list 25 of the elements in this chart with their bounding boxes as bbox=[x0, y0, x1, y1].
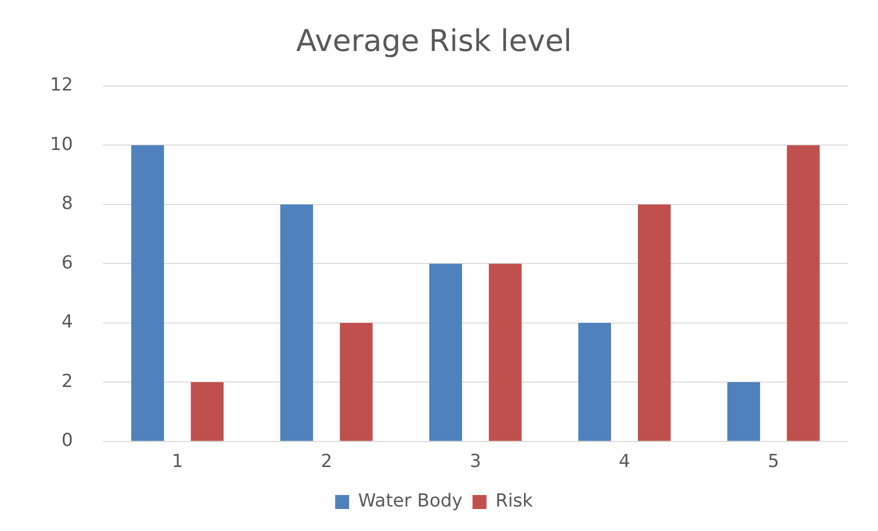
y-tick-label: 10 bbox=[50, 134, 73, 155]
bar bbox=[488, 264, 522, 441]
y-tick-label: 2 bbox=[61, 370, 73, 392]
bar bbox=[280, 204, 314, 441]
bar bbox=[190, 382, 224, 441]
bar bbox=[578, 322, 612, 441]
y-tick-label: 4 bbox=[61, 312, 73, 333]
x-tick-label: 4 bbox=[618, 450, 630, 472]
x-tick-label: 1 bbox=[172, 450, 184, 472]
y-tick-label: 8 bbox=[61, 193, 73, 214]
bar bbox=[786, 145, 820, 441]
y-tick-label: 6 bbox=[61, 252, 73, 274]
bar bbox=[429, 264, 462, 441]
bar bbox=[727, 382, 760, 441]
y-tick-label: 0 bbox=[61, 430, 73, 452]
bar bbox=[131, 145, 164, 441]
chart-title: Average Risk level bbox=[296, 24, 572, 59]
x-tick-label: 3 bbox=[470, 450, 482, 472]
legend-label: Risk bbox=[496, 490, 534, 512]
bar bbox=[340, 322, 373, 441]
legend-label: Water Body bbox=[358, 490, 463, 512]
bar bbox=[638, 204, 671, 441]
x-tick-label: 5 bbox=[768, 450, 780, 472]
y-tick-label: 12 bbox=[50, 74, 73, 96]
x-tick-label: 2 bbox=[320, 450, 332, 472]
